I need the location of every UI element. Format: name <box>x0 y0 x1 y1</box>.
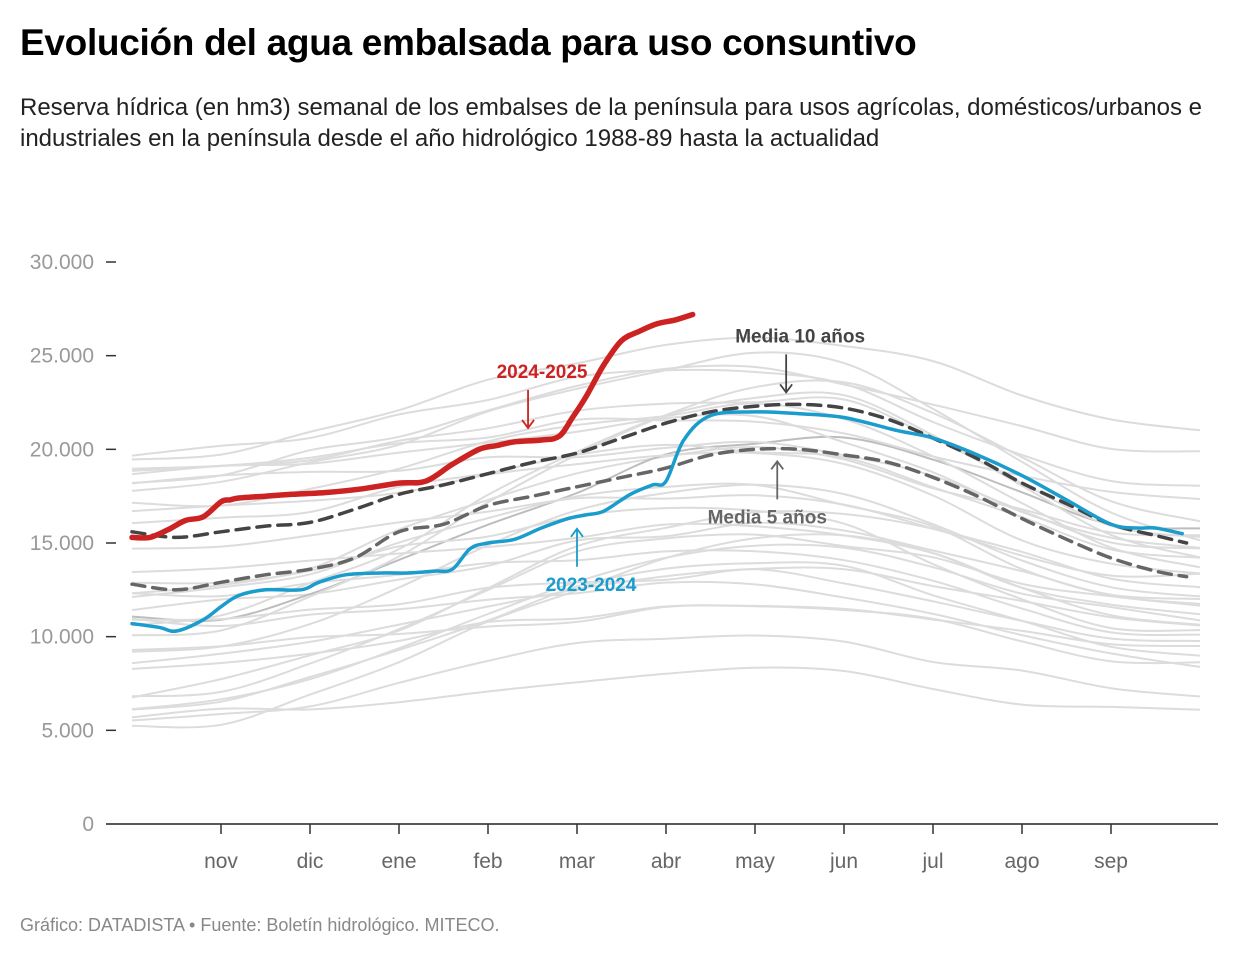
historical-year-line <box>131 533 1201 729</box>
historical-year-line <box>131 494 1201 589</box>
historical-year-line <box>131 561 1201 711</box>
series-line-mean5 <box>130 446 1189 592</box>
historical-year-line <box>131 364 1201 484</box>
historical-year-line <box>131 413 1201 549</box>
historical-year-line <box>131 604 1201 670</box>
x-tick-label: nov <box>204 850 238 873</box>
historical-year-line <box>131 483 1201 653</box>
annotation-label: Media 10 años <box>735 326 865 347</box>
annotation-mean5: Media 5 años <box>708 459 827 528</box>
x-tick-label: ene <box>381 850 416 873</box>
historical-year-line <box>131 634 1201 722</box>
annotation-arrowhead <box>570 527 584 538</box>
x-tick-label: feb <box>473 850 502 873</box>
series-line-previous <box>130 410 1184 634</box>
chart-subtitle: Reserva hídrica (en hm3) semanal de los … <box>20 94 1202 152</box>
y-tick-label: 15.000 <box>30 532 94 555</box>
chart-title: Evolución del agua embalsada para uso co… <box>20 22 917 63</box>
historical-year-line <box>131 440 1201 550</box>
annotation-current: 2024-2025 <box>497 362 588 430</box>
annotation-arrowhead <box>770 459 784 470</box>
y-tick-label: 0 <box>82 813 94 836</box>
historical-years-lines <box>131 336 1201 729</box>
x-tick-label: may <box>735 850 775 873</box>
historical-year-line <box>131 533 1201 698</box>
x-tick-label: sep <box>1094 850 1128 873</box>
historical-year-line <box>131 566 1201 665</box>
historical-year-line <box>131 666 1201 719</box>
series-line-mean10 <box>130 402 1189 545</box>
historical-year-line <box>131 549 1201 637</box>
y-tick-label: 10.000 <box>30 626 94 649</box>
highlight-series-lines <box>129 311 1189 634</box>
x-tick-label: abr <box>651 850 681 873</box>
annotations: 2024-2025 2023-2024 Media 10 años Media 5 a… <box>497 326 865 595</box>
y-tick-label: 20.000 <box>30 438 94 461</box>
x-tick-label: mar <box>559 850 595 873</box>
historical-year-line <box>131 336 1201 461</box>
historical-year-line <box>131 451 1201 575</box>
annotation-label: 2023-2024 <box>546 575 637 596</box>
annotation-previous: 2023-2024 <box>546 527 637 596</box>
historical-year-line <box>131 580 1201 668</box>
axes: 0 5.000 10.000 15.000 20.000 25.000 30.000 nov d… <box>30 251 1218 873</box>
x-tick-label: jun <box>829 850 858 873</box>
annotation-mean10: Media 10 años <box>735 326 865 394</box>
x-tick-label: ago <box>1004 850 1039 873</box>
historical-year-line <box>131 543 1201 711</box>
historical-year-line <box>131 482 1201 605</box>
y-tick-label: 5.000 <box>41 719 94 742</box>
annotation-label: 2024-2025 <box>497 362 588 383</box>
annotation-arrowhead <box>521 419 535 430</box>
x-tick-label: dic <box>297 850 324 873</box>
annotation-arrowhead <box>779 383 793 394</box>
historical-year-line <box>131 510 1201 699</box>
y-tick-label: 30.000 <box>30 251 94 274</box>
series-line-current <box>129 311 696 541</box>
source-credit: Gráfico: DATADISTA • Fuente: Boletín hid… <box>20 915 500 935</box>
y-tick-label: 25.000 <box>30 345 94 368</box>
annotation-label: Media 5 años <box>708 507 827 528</box>
x-tick-label: jul <box>921 850 943 873</box>
